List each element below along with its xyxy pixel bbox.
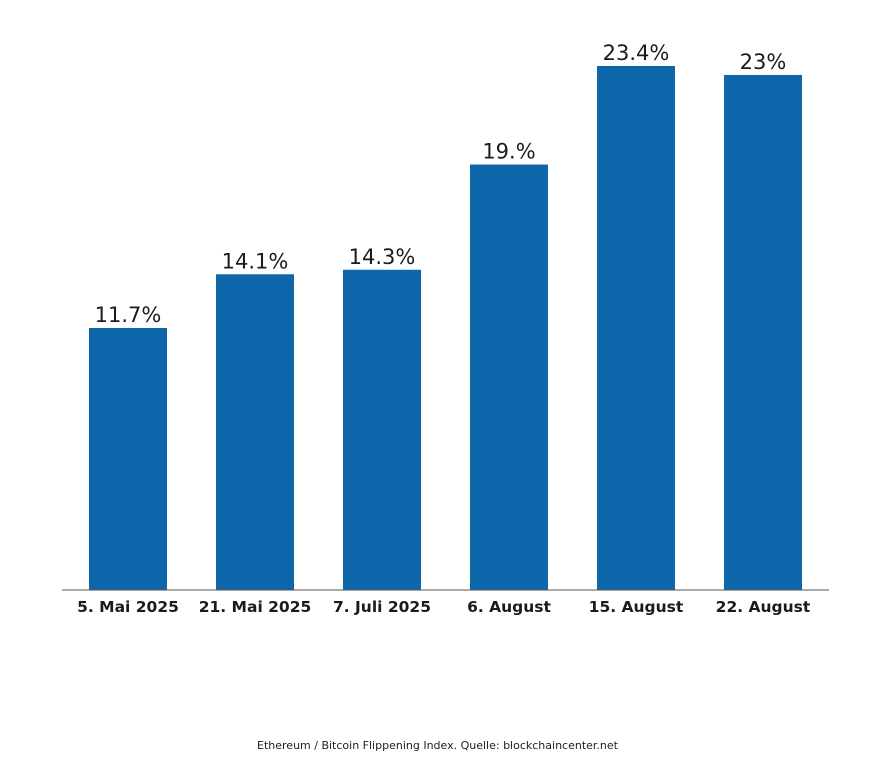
bar-4 <box>470 164 548 590</box>
x-tick-labels-group: 5. Mai 2025 21. Mai 2025 7. Juli 2025 6. Au… <box>77 598 811 616</box>
bar-3 <box>343 269 421 590</box>
chart-caption: Ethereum / Bitcoin Flippening Index. Que… <box>257 739 618 752</box>
bar-value-label-6: 23% <box>740 50 787 74</box>
data-labels-group: 11.7% 14.1% 14.3% 19.% 23.4% 23% <box>95 41 787 327</box>
bar-1 <box>89 328 167 590</box>
x-tick-label-4: 6. August <box>467 598 551 616</box>
bar-value-label-4: 19.% <box>482 140 535 164</box>
bars-group <box>89 66 802 590</box>
bar-2 <box>216 274 294 590</box>
bar-value-label-1: 11.7% <box>95 303 162 327</box>
bar-value-label-5: 23.4% <box>603 41 670 65</box>
bar-value-label-2: 14.1% <box>222 249 289 273</box>
x-tick-label-2: 21. Mai 2025 <box>199 598 312 616</box>
x-tick-label-6: 22. August <box>716 598 811 616</box>
bar-value-label-3: 14.3% <box>349 245 416 269</box>
x-tick-label-1: 5. Mai 2025 <box>77 598 179 616</box>
bar-5 <box>597 66 675 590</box>
x-tick-label-5: 15. August <box>589 598 684 616</box>
bar-6 <box>724 74 802 590</box>
x-tick-label-3: 7. Juli 2025 <box>333 598 431 616</box>
